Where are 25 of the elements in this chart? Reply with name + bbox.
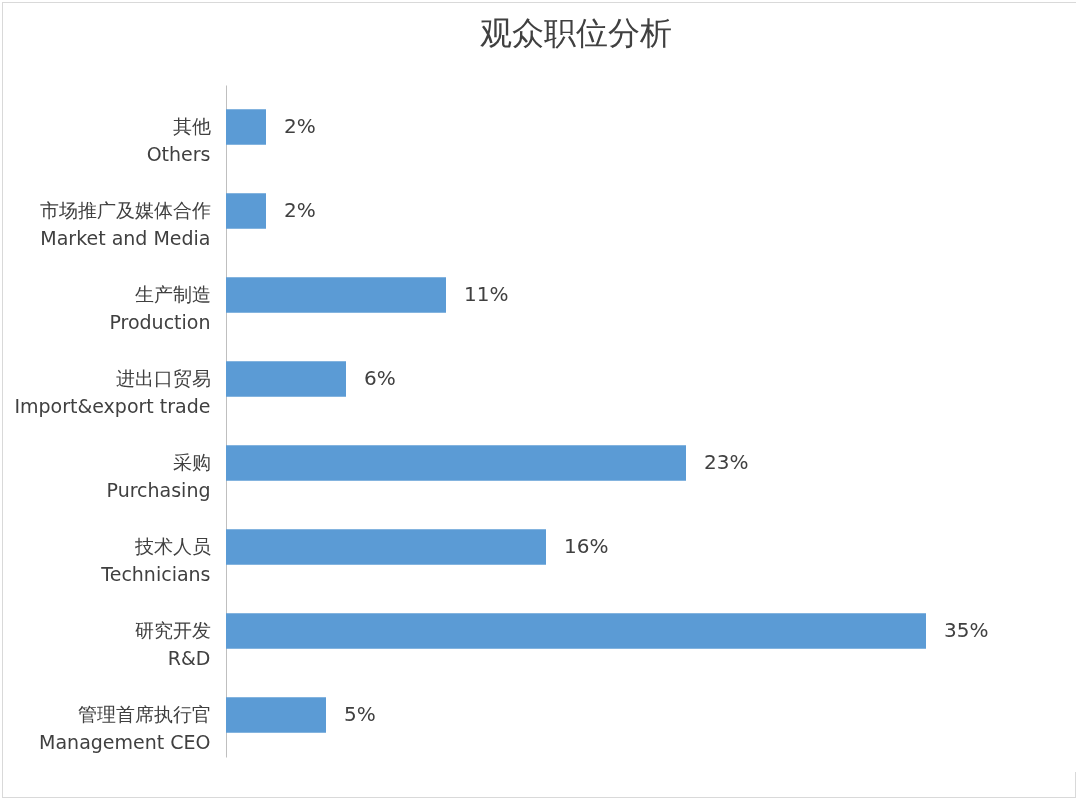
y-tick-label: 其他 Others: [146, 115, 211, 165]
data-label: 23%: [704, 450, 749, 474]
bar: [226, 529, 546, 565]
y-tick-label: 技术人员 Technicians: [100, 535, 211, 585]
bar: [226, 193, 266, 229]
y-tick-label: 市场推广及媒体合作 Market and Media: [39, 199, 211, 249]
data-label: 16%: [564, 534, 609, 558]
data-label: 2%: [284, 114, 316, 138]
data-label: 5%: [344, 702, 376, 726]
data-label: 6%: [364, 366, 396, 390]
bar: [226, 109, 266, 145]
data-label: 35%: [944, 618, 989, 642]
bar: [226, 361, 346, 397]
bar: [226, 445, 686, 481]
chart-title: 观众职位分析: [480, 14, 672, 52]
bar: [226, 697, 326, 733]
y-tick-label: 进出口贸易 Import&export trade: [14, 367, 211, 417]
y-tick-label: 生产制造 Production: [109, 283, 211, 333]
bar: [226, 277, 446, 313]
y-tick-label: 采购 Purchasing: [106, 451, 211, 501]
data-label: 2%: [284, 198, 316, 222]
y-tick-label: 管理首席执行官 Management CEO: [39, 703, 211, 753]
y-tick-label: 研究开发 R&D: [134, 619, 211, 669]
bar: [226, 613, 926, 649]
data-label: 11%: [464, 282, 509, 306]
